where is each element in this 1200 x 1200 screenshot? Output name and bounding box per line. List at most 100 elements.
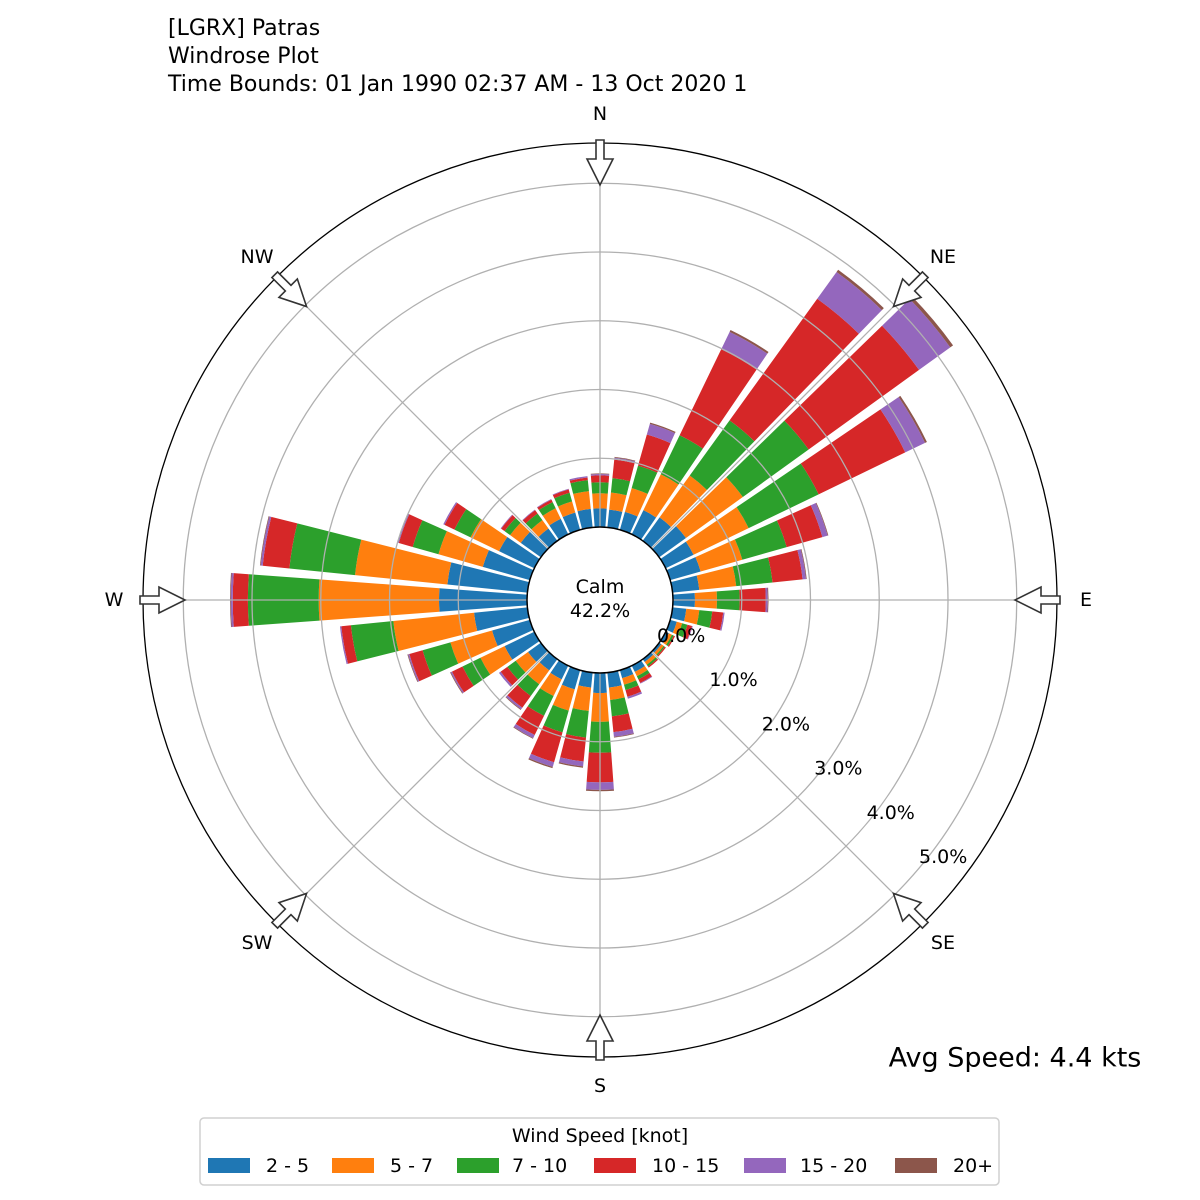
bar-260deg-15-20 <box>339 626 348 665</box>
bar-170deg-10-15 <box>611 713 633 733</box>
bar-310deg-5-7 <box>510 522 530 543</box>
compass-arrow-180-icon <box>585 1013 615 1061</box>
bar-330deg-10-15 <box>537 499 553 511</box>
bar-230deg-7-10 <box>507 660 526 680</box>
bar-310deg-15-20 <box>500 514 513 529</box>
compass-arrow-135-icon <box>892 892 930 930</box>
bar-240deg-2-5 <box>504 631 540 660</box>
bar-160deg-5-7 <box>622 674 637 685</box>
legend-label: 7 - 10 <box>512 1155 567 1177</box>
bar-210deg-15-20 <box>513 724 535 739</box>
bar-210deg-2-5 <box>550 660 569 680</box>
bar-80deg-20+ <box>800 549 807 580</box>
bar-200deg-20+ <box>528 758 553 769</box>
bar-300deg-10-15 <box>444 502 467 530</box>
calm-value: 42.2% <box>570 600 630 622</box>
direction-label-SE: SE <box>931 932 955 954</box>
bar-50deg-5-7 <box>675 477 743 538</box>
bar-220deg-10-15 <box>507 684 531 708</box>
bar-300deg-2-5 <box>498 536 540 569</box>
direction-label-NW: NW <box>241 246 274 268</box>
bar-300deg-7-10 <box>454 509 482 538</box>
bar-310deg-2-5 <box>520 531 548 558</box>
bar-200deg-15-20 <box>528 753 555 767</box>
bar-160deg-15-20 <box>627 691 643 699</box>
bar-30deg-15-20 <box>721 331 768 370</box>
bar-130deg-10-15 <box>657 646 666 657</box>
bar-190deg-2-5 <box>578 670 593 688</box>
legend-item-5: 20+ <box>895 1155 993 1177</box>
bar-50deg-2-5 <box>652 526 686 558</box>
bar-200deg-5-7 <box>552 684 575 711</box>
bar-240deg-10-15 <box>451 666 474 693</box>
bar-100deg-5-7 <box>684 608 700 625</box>
bar-10deg-5-7 <box>609 492 627 512</box>
legend-label: 10 - 15 <box>652 1155 719 1177</box>
bar-70deg-7-10 <box>734 520 787 560</box>
bar-140deg-10-15 <box>647 658 659 668</box>
radial-label-3: 3.0% <box>814 758 862 780</box>
bar-120deg-2-5 <box>660 631 669 643</box>
bar-50deg-20+ <box>909 296 954 348</box>
bar-130deg-5-7 <box>654 644 664 655</box>
bar-110deg-2-5 <box>666 619 677 633</box>
bar-260deg-7-10 <box>350 620 399 662</box>
bar-330deg-15-20 <box>536 498 552 508</box>
bar-200deg-7-10 <box>543 704 569 733</box>
bar-10deg-20+ <box>614 456 636 462</box>
bar-70deg-15-20 <box>810 503 828 538</box>
bar-330deg-2-5 <box>549 518 569 540</box>
legend-swatch <box>208 1158 250 1173</box>
direction-labels: N NE E SE S SW W NW <box>105 103 1092 1097</box>
bar-70deg-20+ <box>815 502 829 536</box>
direction-label-S: S <box>594 1075 606 1097</box>
bar-120deg-7-10 <box>666 634 674 647</box>
bar-320deg-5-7 <box>531 520 549 537</box>
bar-100deg-2-5 <box>670 607 687 622</box>
bar-300deg-5-7 <box>470 519 508 552</box>
bar-350deg-2-5 <box>577 508 593 530</box>
legend-item-0: 2 - 5 <box>208 1155 309 1177</box>
bar-60deg-5-7 <box>685 507 749 555</box>
bar-60deg-7-10 <box>736 463 819 529</box>
bar-50deg-10-15 <box>784 325 920 450</box>
bar-70deg-10-15 <box>776 505 823 548</box>
bar-290deg-2-5 <box>482 550 534 581</box>
bar-190deg-5-7 <box>572 685 592 711</box>
grid-spoke-315 <box>276 276 549 549</box>
compass-arrow-45-icon <box>892 270 930 308</box>
bar-310deg-10-15 <box>501 515 516 532</box>
bar-230deg-5-7 <box>515 651 537 673</box>
bar-30deg-10-15 <box>679 349 757 449</box>
bar-300deg-15-20 <box>443 502 458 525</box>
bar-40deg-5-7 <box>659 475 707 527</box>
legend-item-4: 15 - 20 <box>744 1155 867 1177</box>
bar-240deg-5-7 <box>480 646 513 675</box>
bar-190deg-10-15 <box>560 734 587 762</box>
bar-190deg-15-20 <box>558 757 584 767</box>
title-plot: Windrose Plot <box>168 44 319 69</box>
bar-350deg-15-20 <box>569 476 588 481</box>
legend-label: 20+ <box>953 1155 993 1177</box>
bar-340deg-7-10 <box>554 492 573 507</box>
bar-20deg-20+ <box>649 422 676 434</box>
chart-title: [LGRX] Patras Windrose Plot Time Bounds:… <box>167 16 747 97</box>
bar-120deg-10-15 <box>667 635 676 647</box>
direction-label-SW: SW <box>242 932 273 954</box>
bar-170deg-5-7 <box>608 685 625 700</box>
bar-50deg-7-10 <box>726 420 809 497</box>
radial-label-0: 0.0% <box>657 625 705 647</box>
bar-320deg-15-20 <box>522 509 536 521</box>
bar-40deg-2-5 <box>642 517 672 548</box>
bar-210deg-5-7 <box>540 672 562 697</box>
compass-arrow-90-icon <box>1013 585 1061 615</box>
bar-80deg-5-7 <box>696 566 737 590</box>
bar-220deg-5-7 <box>527 662 550 685</box>
legend-label: 15 - 20 <box>800 1155 867 1177</box>
bar-30deg-7-10 <box>660 435 703 485</box>
bar-150deg-2-5 <box>631 660 645 672</box>
legend-swatch <box>594 1158 636 1173</box>
bar-200deg-2-5 <box>561 666 581 690</box>
bar-130deg-7-10 <box>656 645 665 656</box>
bar-100deg-10-15 <box>709 611 724 631</box>
